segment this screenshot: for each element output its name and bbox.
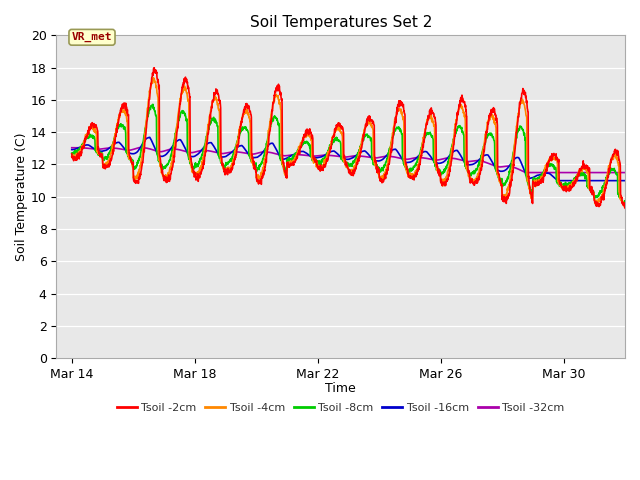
Text: VR_met: VR_met [72,32,112,42]
Line: Tsoil -4cm: Tsoil -4cm [72,78,625,206]
Tsoil -16cm [605,178,613,183]
Tsoil -2cm [68,151,76,156]
Tsoil -16cm [96,148,104,154]
Tsoil -8cm [96,151,104,156]
X-axis label: Time: Time [325,383,356,396]
Tsoil -32cm [323,152,330,158]
Tsoil -8cm [605,170,612,176]
Title: Soil Temperatures Set 2: Soil Temperatures Set 2 [250,15,432,30]
Tsoil -16cm [504,165,511,171]
Tsoil -2cm [605,168,613,174]
Tsoil -32cm [504,163,511,169]
Tsoil -32cm [621,170,629,176]
Tsoil -4cm [504,188,511,193]
Tsoil -16cm [554,178,562,183]
Tsoil -8cm [621,198,629,204]
Tsoil -32cm [605,170,613,176]
Tsoil -2cm [337,125,345,131]
Legend: Tsoil -2cm, Tsoil -4cm, Tsoil -8cm, Tsoil -16cm, Tsoil -32cm: Tsoil -2cm, Tsoil -4cm, Tsoil -8cm, Tsoi… [112,398,569,417]
Tsoil -4cm [323,155,330,161]
Tsoil -2cm [621,205,629,211]
Line: Tsoil -8cm: Tsoil -8cm [72,104,625,204]
Tsoil -2cm [96,151,104,156]
Tsoil -4cm [605,163,613,168]
Tsoil -2cm [150,65,158,71]
Line: Tsoil -16cm: Tsoil -16cm [72,137,625,180]
Tsoil -16cm [68,147,76,153]
Line: Tsoil -2cm: Tsoil -2cm [72,68,625,208]
Tsoil -8cm [605,171,613,177]
Tsoil -2cm [504,196,511,202]
Tsoil -32cm [68,145,76,151]
Tsoil -8cm [621,202,628,207]
Tsoil -8cm [68,150,76,156]
Tsoil -16cm [323,151,330,157]
Tsoil -16cm [337,155,345,160]
Tsoil -8cm [149,101,157,107]
Tsoil -16cm [145,134,153,140]
Tsoil -4cm [150,75,157,81]
Y-axis label: Soil Temperature (C): Soil Temperature (C) [15,132,28,261]
Tsoil -32cm [337,154,345,160]
Tsoil -4cm [337,129,345,135]
Tsoil -4cm [621,203,629,209]
Tsoil -4cm [605,166,612,172]
Tsoil -8cm [504,174,511,180]
Tsoil -8cm [337,156,345,162]
Tsoil -8cm [323,152,330,157]
Tsoil -32cm [522,170,529,176]
Tsoil -16cm [605,178,613,183]
Tsoil -32cm [136,144,144,150]
Tsoil -2cm [605,169,612,175]
Tsoil -2cm [323,158,330,164]
Line: Tsoil -32cm: Tsoil -32cm [72,147,625,173]
Tsoil -16cm [621,178,629,183]
Tsoil -32cm [96,146,104,152]
Tsoil -4cm [68,154,76,159]
Tsoil -32cm [605,170,613,176]
Tsoil -4cm [96,152,104,157]
